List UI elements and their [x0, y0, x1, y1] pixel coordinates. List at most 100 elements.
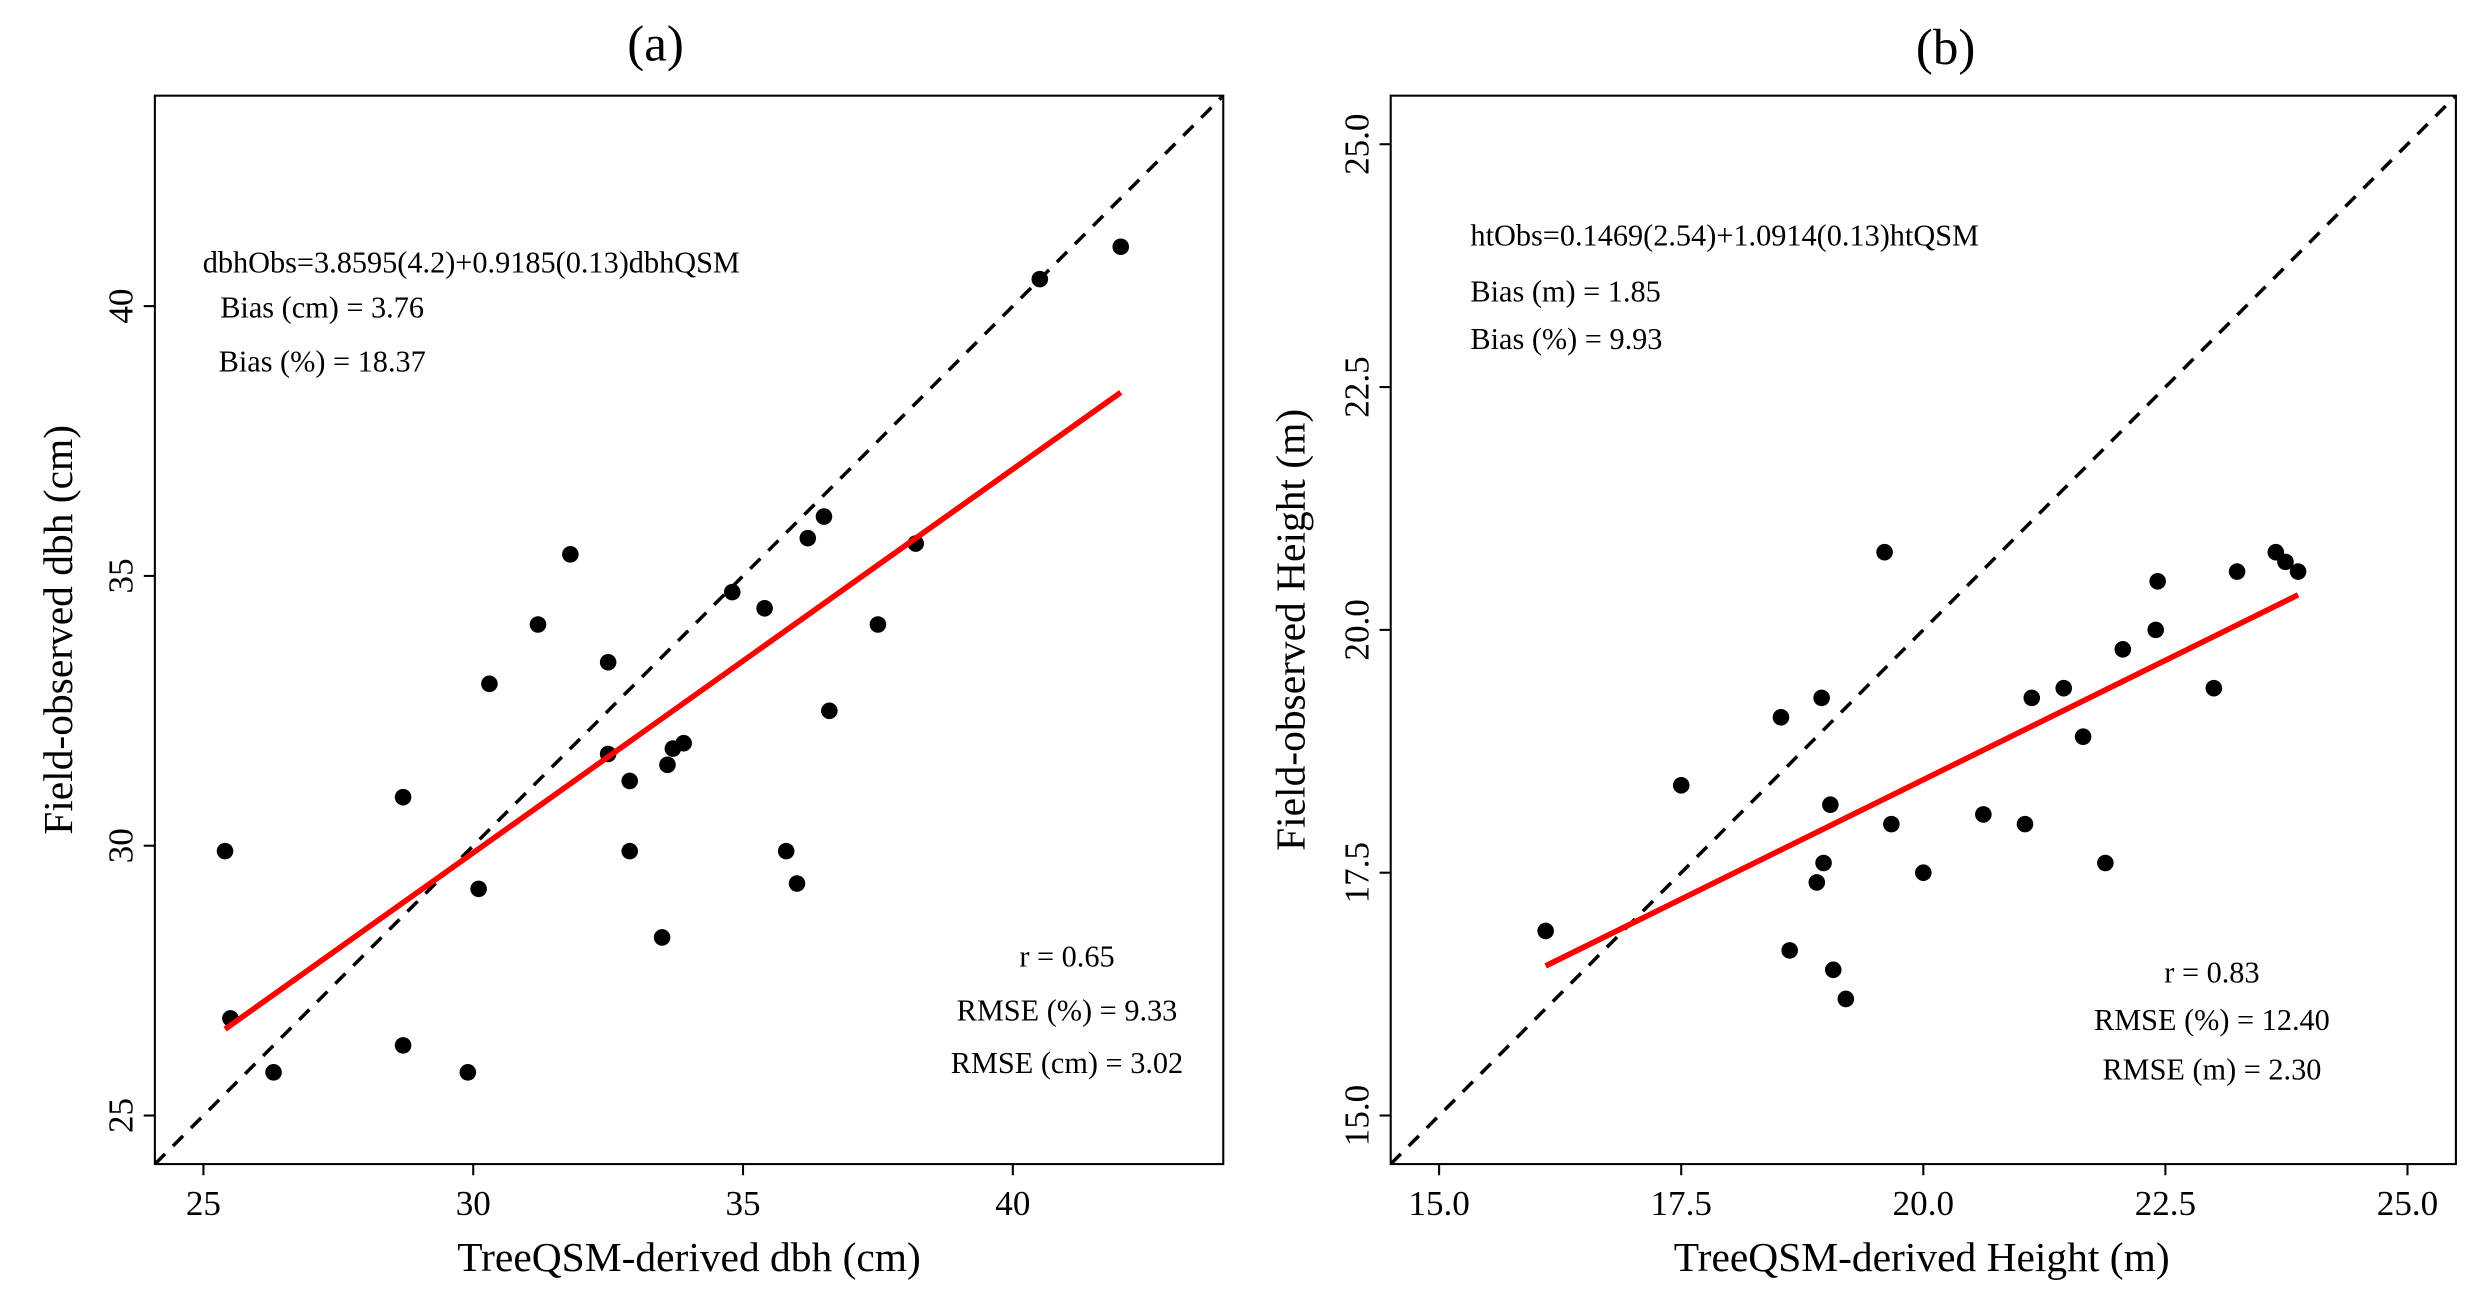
panel-b-title: (b)	[1916, 20, 1975, 76]
panel-a-data-point	[821, 702, 838, 720]
panel-b-x-tick-label: 22.5	[2135, 1184, 2196, 1223]
panel-a-bias-pct: Bias (%) = 18.37	[219, 345, 426, 379]
panel-b-equation: htObs=0.1469(2.54)+1.0914(0.13)htQSM	[1470, 219, 1979, 253]
panel-a-data-point	[815, 508, 833, 525]
panel-b-data-point	[1876, 543, 1893, 561]
panel-a-frame	[153, 94, 1225, 1166]
panel-b-data-point	[2114, 641, 2132, 658]
panel-a-plot-area	[154, 95, 1224, 1165]
panel-b-data-point	[1822, 796, 1839, 813]
panel-b-y-tick-label: 15.0	[1337, 1085, 1376, 1146]
panel-a-x-tick-label: 30	[456, 1184, 491, 1223]
panel-b-y-tick-label: 25.0	[1337, 114, 1376, 175]
panel-b-data-point	[2289, 563, 2307, 580]
panel-b-data-point	[1975, 806, 1992, 823]
panel-b-data-point	[1808, 874, 1826, 891]
panel-a-bias-abs: Bias (cm) = 3.76	[220, 290, 424, 324]
panel-a-data-point	[459, 1064, 477, 1081]
panel-a-y-tick-label: 35	[102, 558, 141, 593]
panel-a-data-point	[481, 675, 498, 693]
panel-b-ticks: 15.0 17.5 20.0 22.5 25.0 15.0 17.5 20.0 22.5 25.0	[1337, 114, 2438, 1224]
panel-a-data-point	[265, 1064, 282, 1081]
panel-b-data-point	[1772, 709, 1790, 726]
panel-b-rmse-pct: RMSE (%) = 12.40	[2094, 1003, 2330, 1037]
panel-a-x-tick-label: 40	[995, 1184, 1030, 1223]
panel-b-data-point	[2097, 854, 2114, 872]
panel-b-rmse-abs: RMSE (m) = 2.30	[2102, 1053, 2321, 1087]
panel-a-data-point	[621, 772, 639, 790]
panel-a-data-point	[869, 616, 887, 633]
panel-a-data-point	[394, 788, 412, 806]
panel-a-data-point	[788, 875, 806, 892]
panel-b-bias-abs: Bias (m) = 1.85	[1470, 274, 1660, 308]
panel-b-regression-line	[1544, 592, 2300, 969]
panel-b-data-point	[1813, 689, 1830, 707]
panel-a-rmse-pct: RMSE (%) = 9.33	[957, 994, 1178, 1028]
panel-a-x-tick-label: 35	[725, 1184, 760, 1223]
panel-b-data-point	[1915, 864, 1932, 881]
panel-a: (a) 25 30 35 40 25 30 35 40 TreeQSM-derived dbh…	[35, 17, 1225, 1281]
panel-a-ticks: 25 30 35 40 25 30 35 40	[102, 289, 1031, 1224]
panel-b-data-point	[1883, 815, 1900, 833]
panel-a-data-point	[799, 529, 817, 547]
panel-a-marks	[154, 95, 1224, 1165]
panel-a-regression-line	[223, 390, 1123, 1032]
panel-b-data-point	[1672, 776, 1690, 794]
panel-b-data-point	[2228, 563, 2246, 580]
panel-b-data-point	[1537, 922, 1554, 940]
panel-a-data-point	[599, 653, 617, 671]
panel-a-data-point	[777, 842, 795, 860]
panel-b-y-tick-label: 17.5	[1337, 842, 1376, 903]
panel-b-data-point	[2147, 621, 2165, 639]
panel-a-x-tick-label: 25	[186, 1184, 221, 1223]
panel-b-x-tick-label: 17.5	[1651, 1184, 1712, 1223]
panel-a-y-tick-label: 30	[102, 828, 141, 863]
panel-b: (b) 15.0 17.5 20.0 22.5 25.0 15.0 17.5 20.0 22.5…	[1268, 20, 2457, 1281]
panel-b-data-point	[2016, 815, 2034, 833]
panel-b-x-tick-label: 20.0	[1893, 1184, 1954, 1223]
panel-a-data-point	[653, 929, 671, 946]
panel-b-x-tick-label: 15.0	[1408, 1184, 1469, 1223]
panel-a-data-point	[723, 583, 741, 601]
panel-b-data-point	[2023, 689, 2041, 707]
panel-a-equation: dbhObs=3.8595(4.2)+0.9185(0.13)dbhQSM	[203, 246, 740, 280]
panel-a-rmse-abs: RMSE (cm) = 3.02	[951, 1046, 1183, 1080]
panel-a-y-tick-label: 25	[102, 1098, 141, 1133]
panel-a-data-point	[470, 880, 487, 898]
panel-b-data-point	[2205, 679, 2223, 697]
panel-a-data-point	[1031, 270, 1049, 288]
panel-b-r: r = 0.83	[2164, 955, 2259, 989]
panel-a-title: (a)	[627, 17, 684, 73]
panel-a-data-point	[394, 1037, 412, 1054]
panel-a-data-point	[216, 842, 234, 860]
panel-a-data-point	[675, 734, 692, 752]
panel-b-xlabel: TreeQSM-derived Height (m)	[1674, 1234, 2170, 1281]
panel-b-y-tick-label: 20.0	[1337, 599, 1376, 660]
panel-a-y-tick-label: 40	[102, 289, 141, 324]
panel-b-ylabel: Field-observed Height (m)	[1268, 409, 1315, 851]
panel-a-data-point	[1112, 238, 1130, 256]
panel-b-data-point	[2074, 728, 2092, 746]
panel-b-plot-area	[1390, 95, 2456, 1165]
panel-b-data-point	[1824, 961, 1842, 979]
panel-b-y-tick-label: 22.5	[1337, 356, 1376, 417]
panel-b-data-point	[2149, 573, 2166, 590]
panel-b-data-point	[1837, 990, 1855, 1008]
panel-a-data-point	[756, 600, 773, 617]
panel-a-data-point	[529, 616, 547, 633]
panel-b-data-point	[1781, 942, 1798, 959]
panel-b-data-point	[2055, 679, 2073, 697]
panel-a-r: r = 0.65	[1019, 939, 1114, 973]
panel-a-xlabel: TreeQSM-derived dbh (cm)	[457, 1234, 921, 1281]
panel-a-data-point	[562, 546, 579, 563]
panel-b-one-to-one-line	[1390, 95, 2456, 1165]
panel-b-marks	[1390, 95, 2456, 1165]
panel-b-x-tick-label: 25.0	[2377, 1184, 2438, 1223]
panel-b-data-point	[1815, 854, 1832, 872]
panel-b-data-point	[2277, 553, 2294, 571]
panel-a-ylabel: Field-observed dbh (cm)	[35, 425, 82, 835]
panel-a-data-point	[659, 756, 676, 774]
panel-a-data-point	[621, 842, 639, 860]
panel-b-bias-pct: Bias (%) = 9.93	[1470, 322, 1662, 356]
